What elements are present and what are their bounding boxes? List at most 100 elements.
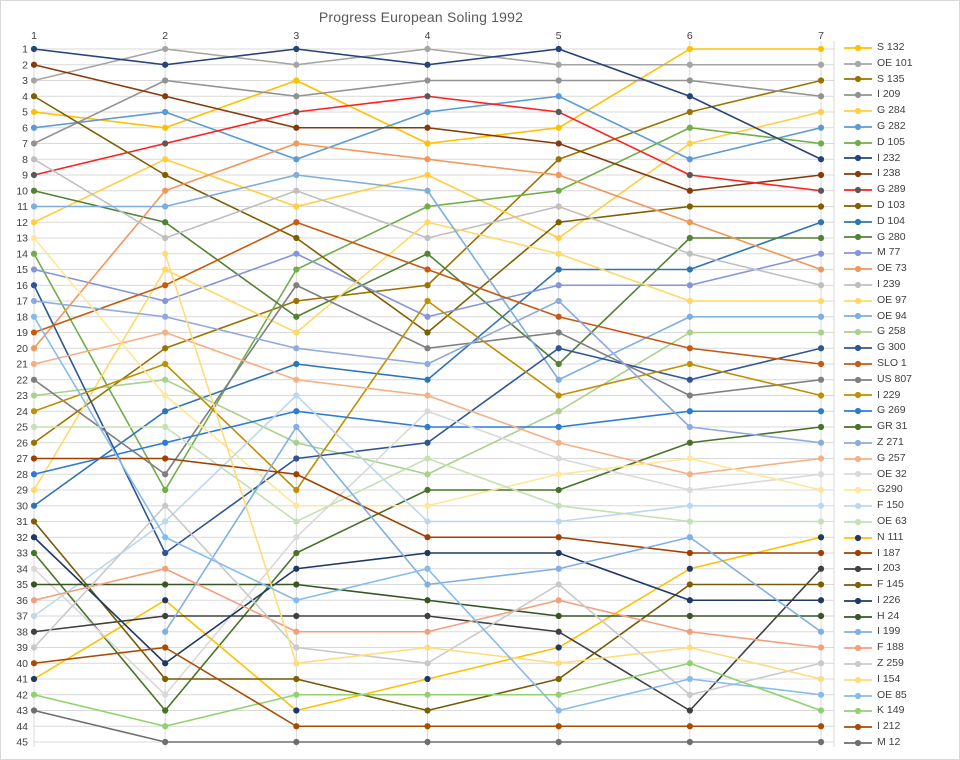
marker-i-212 (555, 723, 562, 730)
legend-line-marker-icon (844, 566, 872, 573)
marker-i-238 (162, 93, 169, 100)
legend-label: I 239 (877, 277, 901, 290)
marker-h-24 (30, 581, 38, 588)
marker-f-188 (30, 597, 38, 604)
legend-item-i-239: I 239 (843, 277, 955, 293)
marker-i-239 (817, 282, 825, 289)
svg-text:6: 6 (22, 122, 28, 134)
marker-i-199 (424, 581, 431, 588)
marker-n-111 (686, 565, 693, 572)
svg-text:40: 40 (16, 658, 28, 670)
marker-oe-63 (817, 518, 825, 525)
marker-i-232 (817, 156, 825, 163)
marker-z-271 (30, 297, 38, 305)
legend-item-i-232: I 232 (843, 151, 955, 167)
marker-g-289 (162, 140, 169, 147)
legend-label: F 145 (877, 578, 904, 591)
legend-label: OE 101 (877, 56, 913, 69)
marker-g-257 (162, 329, 169, 336)
marker-oe-63 (686, 518, 693, 525)
legend-item-z-271: Z 271 (843, 435, 955, 451)
marker-i-209 (293, 93, 300, 100)
marker-i-238 (817, 171, 825, 179)
marker-i-212 (293, 723, 300, 730)
legend-label: G 289 (877, 183, 906, 196)
legend-line-marker-icon (844, 708, 872, 715)
marker-d-103 (817, 203, 825, 210)
legend-item-k-149: K 149 (843, 703, 955, 719)
marker-i-209 (424, 77, 431, 84)
marker-z-271 (817, 439, 825, 446)
legend-label: Z 271 (877, 435, 904, 448)
legend-label: I 187 (877, 546, 901, 559)
legend-line-marker-icon (844, 186, 872, 194)
marker-g290 (162, 392, 169, 399)
marker-oe-94 (424, 187, 431, 194)
marker-oe-85 (293, 597, 300, 604)
svg-text:34: 34 (16, 563, 28, 575)
marker-n-111 (817, 534, 825, 541)
svg-text:7: 7 (818, 30, 824, 42)
marker-g-280 (293, 313, 300, 320)
legend-item-gr-31: GR 31 (843, 419, 955, 435)
legend-label: K 149 (877, 704, 905, 717)
marker-g-258 (686, 329, 693, 336)
legend-label: Z 259 (877, 657, 904, 670)
marker-f-150 (686, 502, 693, 509)
svg-text:15: 15 (16, 264, 28, 276)
svg-text:24: 24 (16, 406, 28, 418)
marker-i-187 (30, 455, 38, 462)
marker-h-24 (686, 612, 693, 620)
legend-label: M 12 (877, 736, 901, 749)
marker-m-12 (555, 738, 562, 746)
marker-i-203 (30, 628, 38, 635)
marker-g-269 (686, 408, 693, 415)
svg-text:8: 8 (22, 154, 28, 166)
marker-k-149 (30, 691, 38, 698)
svg-text:4: 4 (425, 30, 431, 42)
marker-m-77 (30, 266, 38, 273)
marker-g-300 (293, 455, 300, 462)
legend-item-i-154: I 154 (843, 672, 955, 688)
legend-item-i-212: I 212 (843, 719, 955, 735)
legend-item-g-300: G 300 (843, 340, 955, 356)
svg-text:39: 39 (16, 642, 28, 654)
marker-d-105 (293, 266, 300, 273)
marker-i-212 (30, 660, 38, 667)
marker-i-232 (162, 61, 169, 68)
legend-item-g-289: G 289 (843, 182, 955, 198)
marker-oe-73 (30, 345, 38, 352)
marker-z-271 (424, 360, 431, 368)
legend-item-i-199: I 199 (843, 624, 955, 640)
marker-z-259 (162, 502, 169, 509)
marker-g-257 (686, 471, 693, 478)
marker-g-257 (555, 439, 562, 446)
legend-item-m-12: M 12 (843, 735, 955, 751)
marker-i-229 (686, 360, 693, 368)
legend-item-oe-101: OE 101 (843, 56, 955, 72)
legend-item-oe-32: OE 32 (843, 467, 955, 483)
marker-f-150 (162, 518, 169, 525)
marker-i-199 (555, 565, 562, 572)
marker-g290 (817, 486, 825, 494)
legend-item-i-203: I 203 (843, 561, 955, 577)
marker-i-226 (424, 549, 431, 557)
marker-us-807 (162, 471, 169, 478)
marker-f-188 (555, 597, 562, 604)
svg-text:36: 36 (16, 595, 28, 607)
marker-oe-32 (424, 408, 431, 415)
marker-oe-85 (817, 691, 825, 698)
marker-i-238 (686, 187, 693, 194)
legend-label: G 282 (877, 119, 906, 132)
marker-g-280 (30, 187, 38, 194)
legend-line-marker-icon (844, 344, 872, 352)
marker-oe-101 (817, 61, 825, 68)
marker-g-284 (30, 219, 38, 226)
marker-oe-97 (555, 250, 562, 257)
marker-g-284 (817, 108, 825, 116)
legend-label: D 103 (877, 198, 906, 211)
marker-g-280 (817, 234, 825, 242)
svg-text:5: 5 (556, 30, 562, 42)
marker-d-105 (555, 187, 562, 194)
legend-line-marker-icon (844, 487, 872, 494)
